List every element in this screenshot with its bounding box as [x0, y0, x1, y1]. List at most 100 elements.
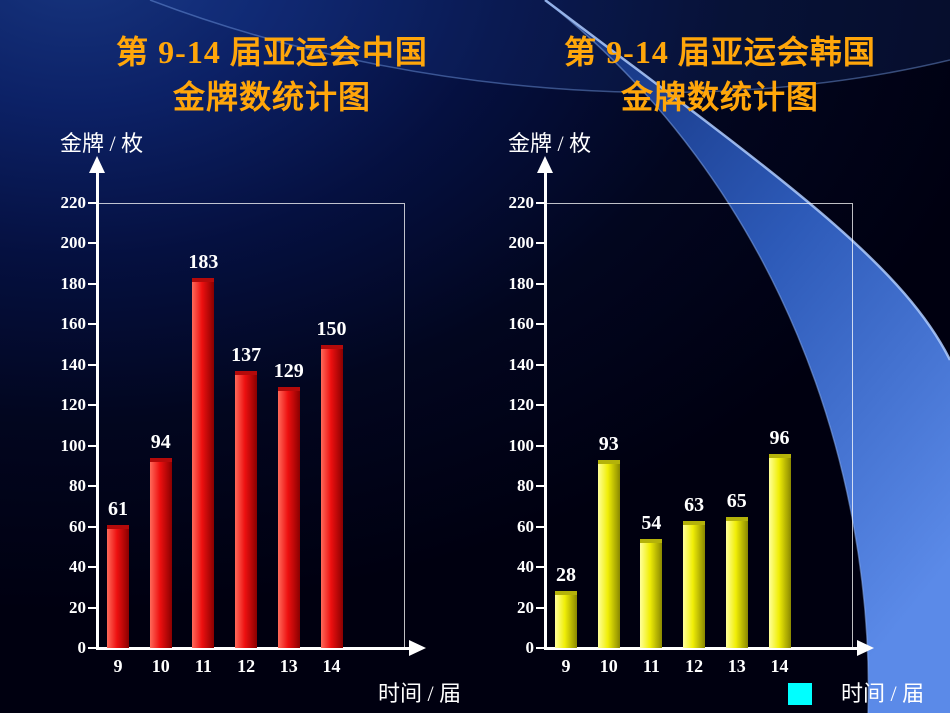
- y-tick-label-korea-220: 220: [508, 193, 535, 212]
- y-tick-label-china-160: 160: [60, 314, 87, 334]
- y-tick-label-korea-60: 60: [517, 516, 534, 536]
- x-tick-label-korea-13: 13: [727, 656, 746, 676]
- swoosh-highlight-outer: [544, 0, 950, 361]
- bar-china-11: [192, 278, 215, 648]
- y-tick-china-180: [88, 282, 96, 285]
- x-axis-arrow-icon-china: [409, 640, 426, 656]
- x-axis-china: [97, 647, 409, 650]
- x-tick-label-korea-10: 10: [599, 656, 618, 676]
- bar-value-korea-9: 28: [556, 564, 576, 586]
- x-tick-label-china-10: 10: [151, 656, 170, 676]
- chart-title-korea: 第 9-14 届亚运会韩国 金牌数统计图: [564, 34, 876, 115]
- y-tick-korea-180: [536, 282, 544, 285]
- x-axis-label-china: 时间 / 届: [378, 681, 462, 706]
- swoosh-top-arc-fill: [150, 0, 950, 93]
- bar-value-china-11: 183: [188, 251, 219, 273]
- y-tick-korea-120: [536, 404, 544, 407]
- bar-china-13: [277, 387, 300, 648]
- y-axis-label-china: 金牌 / 枚: [60, 131, 144, 156]
- y-tick-china-60: [88, 525, 96, 528]
- x-tick-label-china-12: 12: [237, 656, 256, 676]
- y-axis-korea: [544, 172, 547, 650]
- y-tick-korea-140: [536, 363, 544, 366]
- y-tick-label-korea-120: 120: [508, 395, 535, 415]
- y-tick-label-korea-80: 80: [517, 476, 534, 496]
- y-tick-label-korea-40: 40: [517, 557, 534, 577]
- bar-value-china-14: 150: [316, 318, 347, 340]
- x-tick-label-korea-9: 9: [561, 656, 571, 676]
- x-tick-label-korea-11: 11: [642, 656, 660, 676]
- y-tick-china-40: [88, 566, 96, 569]
- bar-korea-9: [555, 591, 577, 648]
- y-tick-korea-0: [536, 647, 544, 649]
- y-tick-china-160: [88, 323, 96, 326]
- chart-title-china: 第 9-14 届亚运会中国 金牌数统计图: [116, 34, 428, 115]
- bar-korea-11: [640, 539, 663, 648]
- y-tick-korea-220: [536, 202, 544, 204]
- plot-frame-korea: [545, 203, 853, 648]
- y-tick-label-korea-200: 200: [508, 233, 535, 253]
- bar-value-korea-13: 65: [726, 490, 747, 512]
- legend-color-swatch: [788, 683, 812, 705]
- y-axis-label-korea: 金牌 / 枚: [508, 131, 592, 156]
- y-axis-china: [96, 172, 99, 650]
- x-tick-label-korea-12: 12: [685, 656, 704, 676]
- y-tick-label-china-120: 120: [60, 395, 87, 415]
- x-axis-korea: [545, 647, 857, 650]
- y-tick-korea-200: [536, 242, 544, 245]
- y-tick-label-korea-160: 160: [508, 314, 535, 334]
- y-tick-label-korea-140: 140: [508, 354, 535, 374]
- y-tick-korea-40: [536, 566, 544, 569]
- x-tick-label-china-14: 14: [322, 656, 341, 676]
- y-axis-arrow-icon-china: [89, 156, 105, 173]
- y-tick-label-china-40: 40: [69, 557, 86, 577]
- y-tick-china-200: [88, 242, 96, 245]
- bar-korea-12: [683, 521, 706, 648]
- swoosh-highlight-inner: [544, 0, 870, 713]
- y-tick-label-korea-180: 180: [508, 273, 535, 293]
- y-tick-label-china-20: 20: [69, 597, 86, 617]
- bar-value-china-12: 137: [231, 344, 262, 366]
- bar-value-korea-12: 63: [684, 494, 705, 516]
- bar-korea-13: [725, 517, 748, 648]
- bar-value-china-9: 61: [108, 498, 128, 520]
- y-tick-label-china-220: 220: [60, 193, 87, 212]
- bar-china-14: [320, 345, 343, 648]
- bar-value-china-10: 94: [150, 431, 171, 453]
- swoosh-top-arc-line: [149, 0, 950, 94]
- bar-value-korea-11: 54: [641, 512, 662, 534]
- y-tick-label-korea-0: 0: [525, 638, 535, 657]
- y-tick-china-220: [88, 202, 96, 204]
- y-tick-china-120: [88, 404, 96, 407]
- bar-korea-14: [768, 454, 791, 648]
- bar-china-10: [149, 458, 172, 648]
- y-tick-korea-160: [536, 323, 544, 326]
- y-tick-korea-80: [536, 485, 544, 488]
- y-tick-label-china-140: 140: [60, 354, 87, 374]
- y-tick-label-china-60: 60: [69, 516, 86, 536]
- y-tick-china-140: [88, 363, 96, 366]
- y-tick-china-80: [88, 485, 96, 488]
- y-tick-label-china-200: 200: [60, 233, 87, 253]
- bar-china-12: [235, 371, 258, 648]
- y-axis-arrow-icon-korea: [537, 156, 553, 173]
- plot-frame-china: [97, 203, 405, 648]
- y-tick-china-0: [88, 647, 96, 649]
- y-tick-korea-20: [536, 606, 544, 609]
- y-tick-label-china-80: 80: [69, 476, 86, 496]
- x-tick-label-korea-14: 14: [770, 656, 789, 676]
- bar-value-korea-10: 93: [598, 433, 619, 455]
- y-tick-korea-100: [536, 444, 544, 447]
- y-tick-label-china-0: 0: [77, 638, 87, 657]
- x-tick-label-china-11: 11: [194, 656, 212, 676]
- bar-value-china-13: 129: [273, 360, 304, 382]
- y-tick-korea-60: [536, 525, 544, 528]
- bar-china-9: [107, 525, 129, 648]
- bar-korea-10: [597, 460, 620, 648]
- x-axis-label-korea: 时间 / 届: [841, 681, 925, 706]
- x-tick-label-china-13: 13: [279, 656, 298, 676]
- x-tick-label-china-9: 9: [113, 656, 123, 676]
- x-axis-arrow-icon-korea: [857, 640, 874, 656]
